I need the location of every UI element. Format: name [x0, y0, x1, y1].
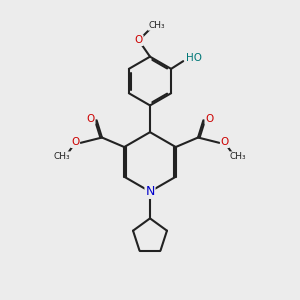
Text: CH₃: CH₃: [53, 152, 70, 161]
Text: O: O: [221, 137, 229, 147]
Text: O: O: [205, 114, 214, 124]
Text: CH₃: CH₃: [230, 152, 247, 161]
Text: O: O: [135, 35, 143, 45]
Text: CH₃: CH₃: [148, 21, 165, 30]
Text: O: O: [71, 137, 79, 147]
Text: HO: HO: [186, 52, 202, 63]
Text: N: N: [145, 185, 155, 198]
Text: O: O: [86, 114, 95, 124]
